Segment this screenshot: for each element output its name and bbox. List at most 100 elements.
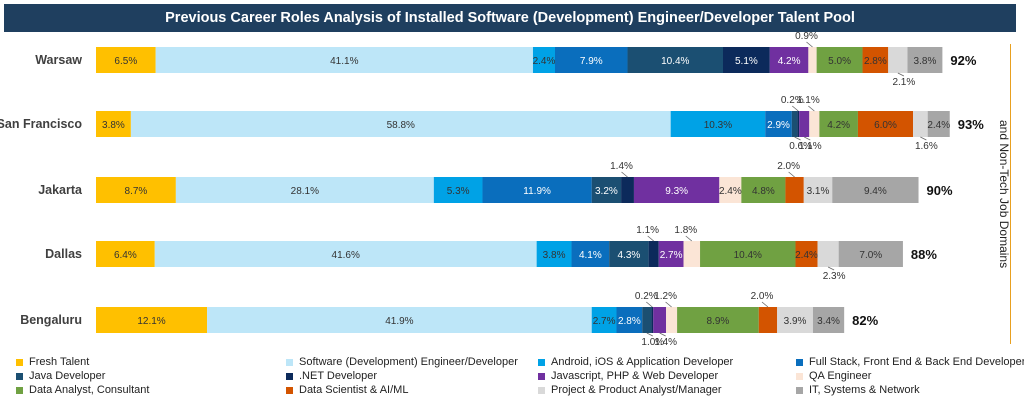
data-label: 4.3%	[618, 250, 641, 261]
bar-segment	[591, 177, 622, 203]
bar-segment	[907, 47, 943, 73]
data-label: 3.8%	[543, 250, 566, 261]
data-label: 4.2%	[778, 56, 801, 67]
bar-segment	[96, 111, 131, 137]
data-label: 1.4%	[610, 161, 633, 172]
bar-segment	[777, 307, 813, 333]
legend-label: Software (Development) Engineer/Develope…	[299, 356, 518, 368]
bar-segment	[536, 241, 572, 267]
bar-segment	[96, 177, 176, 203]
chart-legend: Fresh Talent Software (Development) Engin…	[16, 356, 1024, 402]
category-label: Jakarta	[38, 183, 83, 197]
leader-line	[897, 72, 905, 77]
data-label: 6.4%	[114, 250, 137, 261]
data-label: 2.8%	[864, 56, 887, 67]
data-label: 10.4%	[661, 56, 689, 67]
leader-line	[920, 136, 927, 141]
bar-segment	[658, 241, 684, 267]
data-label: 12.1%	[137, 316, 165, 327]
bar-segment	[591, 307, 617, 333]
data-label: 3.8%	[102, 120, 125, 131]
bar-segment	[817, 241, 839, 267]
data-label: 58.8%	[387, 120, 415, 131]
leader-line	[646, 301, 653, 308]
legend-label: Android, iOS & Application Developer	[551, 356, 734, 368]
bar-segment	[633, 177, 720, 203]
bar-segment	[700, 241, 796, 267]
leader-line	[621, 171, 628, 178]
legend-label: IT, Systems & Network	[809, 384, 920, 396]
data-label: 2.0%	[751, 291, 774, 302]
data-label: 1.6%	[915, 141, 938, 152]
legend-swatch	[796, 386, 803, 394]
category-label: Dallas	[45, 247, 82, 261]
data-label: 3.4%	[817, 316, 840, 327]
data-label: 0.2%	[781, 95, 804, 106]
leader-line	[827, 266, 835, 271]
bar-segment	[758, 307, 778, 333]
legend-label: Java Developer	[29, 370, 106, 382]
bar-segment	[616, 307, 643, 333]
category-label: Bengaluru	[20, 313, 82, 327]
bar-segment	[816, 47, 863, 73]
bar-segment	[719, 177, 742, 203]
leader-line	[665, 301, 672, 308]
data-label: 2.7%	[660, 250, 683, 261]
leader-line	[804, 136, 811, 141]
data-label: 0.2%	[635, 291, 658, 302]
bar-segment	[621, 177, 634, 203]
bar-segment	[803, 177, 833, 203]
legend-swatch	[286, 372, 293, 380]
bar-segment	[741, 177, 786, 203]
total-label: 92%	[950, 53, 976, 68]
bar-segment	[888, 47, 908, 73]
legend-label: Fresh Talent	[29, 356, 90, 368]
leader-line	[685, 235, 693, 242]
bar-segment	[838, 241, 903, 267]
bar-segment	[96, 47, 156, 73]
data-label: 5.0%	[828, 56, 851, 67]
data-label: 9.4%	[864, 186, 887, 197]
bar-segment	[862, 47, 889, 73]
bar-segment	[812, 307, 845, 333]
bar-segment	[913, 111, 928, 137]
data-label: 2.0%	[777, 161, 800, 172]
legend-item: QA Engineer	[796, 370, 871, 382]
data-label: 7.0%	[859, 250, 882, 261]
legend-swatch	[538, 372, 545, 380]
data-label: 28.1%	[291, 186, 319, 197]
total-label: 93%	[958, 117, 984, 132]
total-label: 88%	[911, 247, 937, 262]
data-label: 2.8%	[618, 316, 641, 327]
data-label: 1.8%	[674, 225, 697, 236]
data-label: 2.7%	[593, 316, 616, 327]
data-label: 2.1%	[892, 77, 915, 88]
bar-segment	[857, 111, 914, 137]
data-label: 2.9%	[767, 120, 790, 131]
data-label: 0.6%	[789, 141, 812, 152]
bar-segment	[653, 307, 667, 333]
category-label: San Francisco	[0, 117, 82, 131]
data-label: 1.0%	[641, 337, 664, 348]
data-label: 1.1%	[636, 225, 659, 236]
bar-segment	[555, 47, 628, 73]
legend-label: Full Stack, Front End & Back End Develop…	[809, 356, 1024, 368]
data-label: 3.2%	[595, 186, 618, 197]
bar-segment	[769, 47, 809, 73]
data-label: 0.9%	[795, 31, 818, 42]
legend-swatch	[538, 358, 545, 366]
bar-segment	[532, 47, 555, 73]
bar-segment	[791, 111, 798, 137]
chart-title-bar: Previous Career Roles Analysis of Instal…	[4, 4, 1016, 32]
data-label: 2.4%	[719, 186, 742, 197]
data-label: 6.0%	[874, 120, 897, 131]
legend-item: Data Scientist & AI/ML	[286, 384, 408, 396]
legend-swatch	[286, 358, 293, 366]
legend-swatch	[538, 386, 545, 394]
data-label: 5.1%	[735, 56, 758, 67]
data-label: 1.4%	[654, 337, 677, 348]
chart-title: Previous Career Roles Analysis of Instal…	[165, 10, 855, 26]
data-label: 2.4%	[533, 56, 556, 67]
side-bracket	[1004, 44, 1011, 344]
bar-segment	[642, 307, 652, 333]
